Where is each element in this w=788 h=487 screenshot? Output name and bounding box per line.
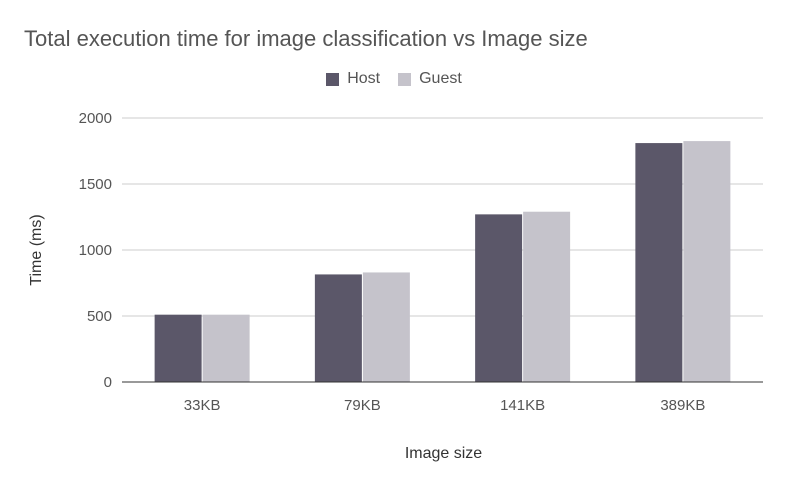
y-tick-label-500: 500 (87, 308, 112, 325)
x-tick-label-79kb: 79KB (344, 397, 381, 414)
legend-swatch-host (326, 72, 340, 86)
y-axis-title: Time (ms) (28, 214, 45, 285)
bar-guest-33kb[interactable] (202, 314, 250, 382)
bar-host-33kb[interactable] (154, 314, 202, 382)
bar-host-141kb[interactable] (475, 214, 523, 382)
y-tick-label-2000: 2000 (79, 110, 112, 127)
bar-guest-141kb[interactable] (523, 211, 571, 382)
legend-item-guest[interactable]: Guest (398, 70, 462, 88)
legend-label-guest: Guest (419, 70, 462, 87)
bar-guest-79kb[interactable] (362, 272, 410, 382)
x-tick-label-33kb: 33KB (184, 397, 221, 414)
y-tick-label-0: 0 (104, 374, 112, 391)
bar-guest-389kb[interactable] (683, 141, 731, 382)
bar-host-79kb[interactable] (314, 274, 362, 382)
legend: Host Guest (0, 70, 788, 88)
y-tick-label-1000: 1000 (79, 242, 112, 259)
x-tick-label-389kb: 389KB (660, 397, 705, 414)
legend-swatch-guest (398, 72, 412, 86)
y-axis-ticks: 0 500 1000 1500 2000 (79, 110, 112, 391)
y-tick-label-1500: 1500 (79, 176, 112, 193)
x-axis-title: Image size (405, 445, 482, 462)
legend-item-host[interactable]: Host (326, 70, 380, 88)
bar-host-389kb[interactable] (635, 143, 683, 382)
bars (154, 141, 731, 382)
legend-label-host: Host (347, 70, 381, 87)
x-tick-label-141kb: 141KB (500, 397, 545, 414)
chart-title: Total execution time for image classific… (24, 26, 588, 51)
x-axis-ticks: 33KB 79KB 141KB 389KB (184, 397, 706, 414)
